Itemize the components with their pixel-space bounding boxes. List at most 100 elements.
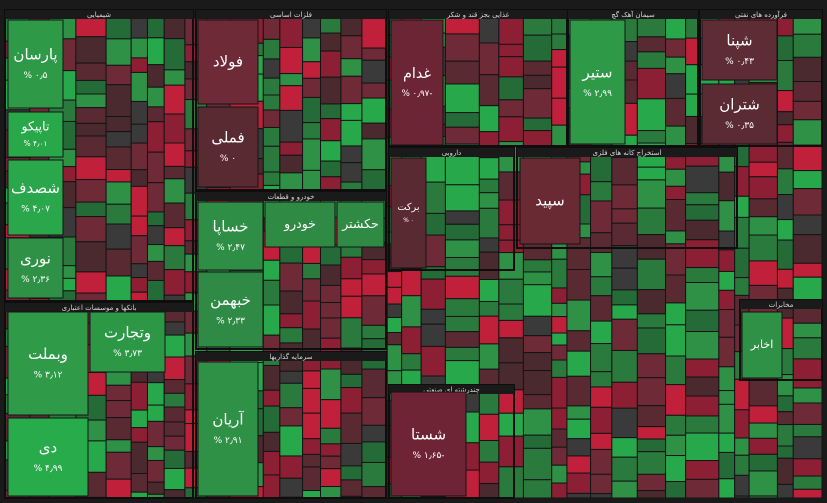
filler-cell <box>361 324 388 340</box>
filler-cell <box>340 17 363 37</box>
filler-cell <box>130 169 148 187</box>
filler-cell <box>776 90 794 113</box>
filler-cell <box>478 300 500 317</box>
filler-cell <box>130 427 148 443</box>
filler-cell <box>636 207 667 236</box>
filler-cell <box>566 299 592 332</box>
filler-cell <box>320 160 342 178</box>
filler-cell <box>611 349 638 383</box>
filler-cell <box>718 366 736 392</box>
filler-cell <box>340 442 363 467</box>
sector-name: غذایی بجز قند و شکر <box>446 11 510 19</box>
filler-cell <box>105 64 132 86</box>
filler-cell <box>340 35 363 60</box>
filler-cell <box>340 75 363 105</box>
stock-name: دی <box>39 439 57 457</box>
filler-cell <box>163 379 186 394</box>
filler-cell <box>748 470 778 497</box>
filler-cell <box>776 194 794 221</box>
filler-cell <box>748 234 778 262</box>
filler-cell <box>611 156 638 186</box>
filler-cell <box>163 435 186 451</box>
filler-cell <box>522 271 553 286</box>
filler-cell <box>590 432 613 450</box>
filler-cell <box>130 17 148 39</box>
filler-cell <box>130 277 148 293</box>
filler-cell <box>498 43 524 58</box>
filler-cell <box>792 475 823 490</box>
filler-cell <box>636 353 667 379</box>
filler-cell <box>420 323 446 347</box>
stock-name: فولاد <box>213 53 243 71</box>
filler-cell <box>361 486 388 499</box>
filler-cell <box>320 486 342 499</box>
filler-cell <box>611 267 638 291</box>
filler-cell <box>302 17 322 39</box>
filler-cell <box>611 437 638 458</box>
filler-cell <box>386 303 403 318</box>
filler-cell <box>320 302 342 319</box>
filler-cell <box>302 412 322 440</box>
stock-cell <box>7 311 89 416</box>
filler-cell <box>146 260 165 281</box>
filler-cell <box>262 259 281 281</box>
filler-cell <box>262 279 281 306</box>
filler-cell <box>551 344 568 361</box>
filler-cell <box>776 395 794 413</box>
filler-cell <box>590 200 613 234</box>
filler-cell <box>146 446 165 461</box>
filler-cell <box>792 214 823 236</box>
filler-cell <box>734 409 750 439</box>
filler-cell <box>444 33 480 62</box>
filler-cell <box>685 192 720 206</box>
filler-cell <box>163 84 186 115</box>
filler-cell <box>146 420 165 448</box>
filler-cell <box>748 437 778 455</box>
stock-name: پارسان <box>13 46 57 65</box>
stock-name: شتران <box>719 96 760 114</box>
filler-cell <box>665 384 687 416</box>
filler-cell <box>262 17 281 40</box>
filler-cell <box>75 241 107 273</box>
filler-cell <box>792 119 823 146</box>
filler-cell <box>163 113 186 144</box>
filler-cell <box>776 168 794 196</box>
filler-cell <box>146 182 165 213</box>
filler-cell <box>420 345 446 377</box>
filler-cell <box>302 453 322 468</box>
sector-name: دارویی <box>442 149 462 157</box>
filler-cell <box>685 267 720 284</box>
filler-cell <box>279 382 304 409</box>
filler-cell <box>665 355 687 386</box>
filler-cell <box>792 458 823 477</box>
stock-name: سپید <box>535 192 565 211</box>
filler-cell <box>105 146 132 171</box>
stock-name: غدام <box>403 66 432 82</box>
filler-cell <box>522 34 553 62</box>
filler-cell <box>320 317 342 339</box>
filler-cell <box>163 165 186 180</box>
filler-cell <box>590 371 613 388</box>
filler-cell <box>590 276 613 297</box>
filler-cell <box>130 441 148 475</box>
filler-cell <box>130 71 148 102</box>
filler-cell <box>665 199 687 232</box>
filler-cell <box>776 124 794 143</box>
filler-cell <box>748 405 778 424</box>
filler-cell <box>522 370 553 396</box>
filler-cell <box>636 327 667 355</box>
filler-cell <box>776 445 794 459</box>
filler-cell <box>302 262 322 280</box>
stock-name: برکت <box>397 202 419 213</box>
sector-name: خودرو و قطعات <box>268 193 315 201</box>
filler-cell <box>636 36 667 53</box>
filler-cell <box>792 387 823 404</box>
stock-cell <box>701 83 778 145</box>
filler-cell <box>792 358 823 389</box>
filler-cell <box>611 289 638 306</box>
filler-cell <box>320 264 342 286</box>
filler-cell <box>792 100 823 121</box>
sector-name: فرآورده های نفتی <box>735 10 787 19</box>
filler-cell <box>340 387 363 414</box>
filler-cell <box>279 370 304 384</box>
